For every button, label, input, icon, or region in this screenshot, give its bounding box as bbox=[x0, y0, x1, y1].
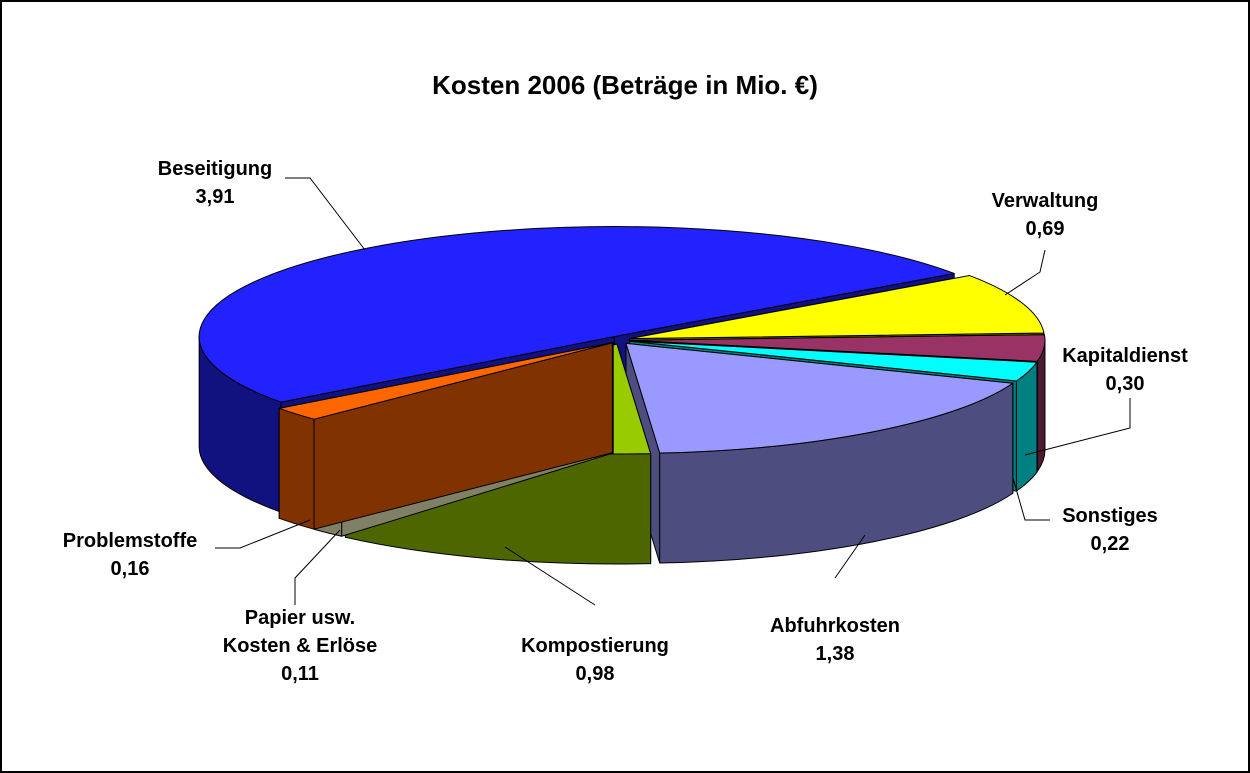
leader-line bbox=[285, 177, 366, 251]
slice-name: Papier usw. Kosten & Erlöse bbox=[222, 607, 378, 657]
slice-name: Problemstoffe bbox=[62, 530, 198, 552]
slice bbox=[625, 342, 1014, 564]
slice-value: 0,69 bbox=[1025, 218, 1065, 240]
slice-top bbox=[278, 342, 613, 420]
slice-top bbox=[629, 340, 1038, 382]
leader-line bbox=[1024, 398, 1131, 456]
leader-line bbox=[1012, 477, 1050, 521]
data-label: Kapitaldienst 0,30 bbox=[1062, 342, 1188, 398]
slice-value: 0,30 bbox=[1105, 373, 1145, 395]
slice-top bbox=[628, 275, 1045, 340]
slice-value: 1,38 bbox=[815, 643, 855, 665]
data-label: Beseitigung 3,91 bbox=[158, 155, 272, 211]
leader-line bbox=[294, 529, 341, 605]
data-label: Sonstiges 0,22 bbox=[1062, 502, 1158, 558]
data-label: Verwaltung 0,69 bbox=[992, 187, 1099, 243]
slice-value: 3,91 bbox=[195, 186, 235, 208]
slice-top bbox=[198, 226, 955, 403]
data-label: Kompostierung 0,98 bbox=[521, 632, 669, 688]
slice-side bbox=[278, 407, 315, 530]
slice-side bbox=[1015, 361, 1038, 492]
slice-name: Beseitigung bbox=[157, 158, 273, 180]
slice-value: 0,98 bbox=[575, 663, 615, 685]
leader-line bbox=[1004, 249, 1046, 296]
leader-line bbox=[215, 519, 311, 549]
slice-top bbox=[625, 342, 1014, 454]
data-label: Problemstoffe 0,16 bbox=[63, 527, 197, 583]
slice-name: Kompostierung bbox=[521, 635, 669, 657]
slice-value: 0,22 bbox=[1090, 533, 1130, 555]
slice bbox=[278, 342, 613, 530]
slice-top bbox=[629, 334, 1046, 362]
slice-name: Sonstiges bbox=[1062, 505, 1158, 527]
slice-name: Kapitaldienst bbox=[1062, 345, 1188, 367]
data-label: Abfuhrkosten 1,38 bbox=[770, 612, 900, 668]
slice-name: Abfuhrkosten bbox=[770, 615, 900, 637]
chart-title: Kosten 2006 (Beträge in Mio. €) bbox=[432, 70, 818, 100]
data-label: Papier usw. Kosten & Erlöse 0,11 bbox=[223, 604, 377, 688]
leader-line bbox=[504, 546, 596, 606]
slice-value: 0,16 bbox=[110, 558, 150, 580]
slice-name: Verwaltung bbox=[991, 190, 1099, 212]
slice-value: 0,11 bbox=[281, 663, 319, 685]
leader-line bbox=[834, 534, 866, 579]
